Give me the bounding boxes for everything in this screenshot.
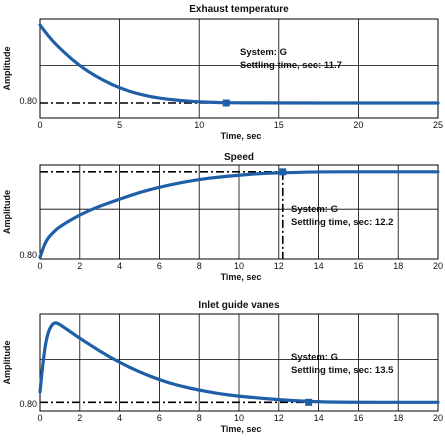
y-axis-label: Amplitude	[2, 190, 12, 234]
x-tick-label: 20	[353, 120, 363, 130]
annotation-line: Settling time, sec: 11.7	[240, 60, 342, 71]
x-tick-label: 0	[37, 261, 42, 271]
x-tick-label: 12	[274, 261, 284, 271]
annotation-line: Settling time, sec: 12.2	[291, 217, 393, 228]
x-tick-label: 12	[274, 413, 284, 423]
x-tick-label: 0	[37, 120, 42, 130]
plot-frame	[39, 18, 439, 119]
x-tick-label: 20	[433, 413, 443, 423]
x-tick-label: 6	[157, 413, 162, 423]
settling-time-marker	[222, 99, 230, 107]
chart-title: Exhaust temperature	[189, 4, 289, 15]
x-tick-label: 8	[197, 413, 202, 423]
settling-time-marker	[279, 168, 287, 176]
x-tick-label: 10	[194, 120, 204, 130]
chart-title: Speed	[224, 152, 254, 163]
annotation-line: System: G	[291, 204, 338, 215]
x-tick-label: 10	[234, 413, 244, 423]
x-tick-label: 4	[117, 261, 122, 271]
response-curve	[38, 170, 440, 259]
x-tick-label: 10	[234, 261, 244, 271]
x-tick-label: 16	[353, 261, 363, 271]
response-curve	[38, 23, 440, 105]
chart-title: Inlet guide vanes	[198, 300, 280, 311]
annotation-line: System: G	[291, 352, 338, 363]
x-tick-label: 6	[157, 261, 162, 271]
y-tick-label: 0.80	[19, 399, 37, 409]
x-tick-label: 14	[314, 261, 324, 271]
y-tick-label: 0.80	[19, 96, 37, 106]
x-tick-label: 8	[197, 261, 202, 271]
annotation-line: System: G	[240, 47, 287, 58]
x-tick-label: 15	[274, 120, 284, 130]
x-tick-label: 0	[37, 413, 42, 423]
response-curve	[38, 321, 440, 404]
y-axis-label: Amplitude	[2, 341, 12, 385]
x-tick-label: 4	[117, 413, 122, 423]
x-axis-label: Time, sec	[221, 272, 262, 282]
plot-frame	[39, 313, 439, 412]
x-tick-label: 18	[393, 261, 403, 271]
x-tick-label: 14	[314, 413, 324, 423]
y-tick-label: 0.80	[19, 250, 37, 260]
x-tick-label: 20	[433, 261, 443, 271]
y-axis-label: Amplitude	[2, 47, 12, 91]
x-tick-label: 2	[77, 413, 82, 423]
plot-frame	[39, 164, 439, 260]
chart-panel-2: Speed 0 2 4 6 8 10 12 14 16 18 20 0.80 Amplitude Time,…	[2, 152, 443, 282]
annotation-line: Settling time, sec: 13.5	[291, 365, 394, 376]
x-axis-label: Time, sec	[221, 131, 262, 141]
chart-panel-1: Exhaust temperature 0 5 10 15 20 25 0.80 Amplitu…	[2, 4, 443, 141]
x-tick-label: 18	[393, 413, 403, 423]
x-tick-label: 2	[77, 261, 82, 271]
x-tick-label: 25	[433, 120, 443, 130]
x-tick-label: 16	[353, 413, 363, 423]
settling-time-marker	[305, 398, 313, 406]
x-tick-label: 5	[117, 120, 122, 130]
x-axis-label: Time, sec	[221, 424, 262, 434]
chart-panel-3: Inlet guide vanes 0 2 4 6 8 10 12 14 16 18 20 0.80 Am…	[2, 300, 443, 434]
